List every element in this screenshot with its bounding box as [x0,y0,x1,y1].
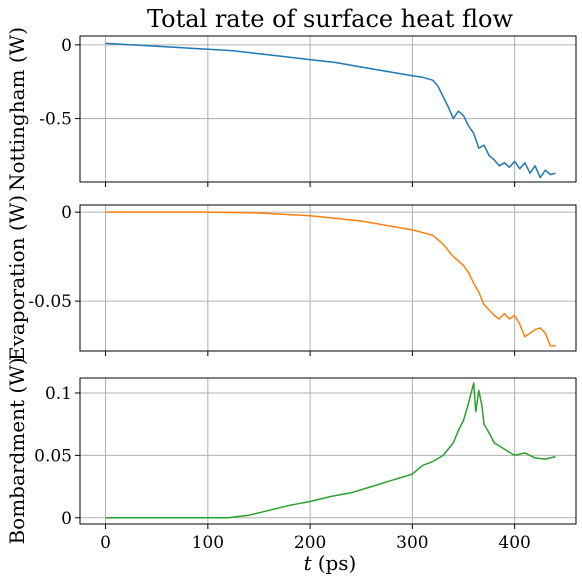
y-tick-label: 0 [61,36,72,56]
x-axis-variable: t [304,551,313,575]
plot-frame [79,204,577,352]
panel-nottingham: 0 -0.5 Nottingham (W) [5,27,577,191]
x-tick-label: 400 [498,533,530,553]
y-axis-label: Nottingham (W) [5,27,29,191]
series-line [105,211,556,347]
y-tick-label: 0.05 [34,446,72,466]
series-line [105,42,556,179]
x-tick-label: 300 [396,533,428,553]
y-axis-label: Bombardment (W) [5,357,29,544]
y-tick-label: 0 [61,509,72,529]
y-axis-label: Evaporation (W) [5,195,29,361]
x-axis-unit: (ps) [318,551,357,575]
y-tick-label: -0.5 [39,110,72,130]
chart-title: Total rate of surface heat flow [147,5,513,33]
y-tick-label: 0 [61,203,72,223]
y-tick-label: 0.1 [45,384,72,404]
panel-bombardment: 0 100 200 300 400 0 0.05 0.1 Bombardment (W) [5,357,577,553]
x-tick-label: 0 [100,533,111,553]
x-axis-label: t (ps) [304,551,357,575]
x-tick-label: 200 [294,533,326,553]
plot-frame [79,35,577,183]
y-tick-label: -0.05 [28,292,72,312]
x-tick-label: 100 [192,533,224,553]
plot-frame [79,377,577,525]
series-line [105,382,556,519]
